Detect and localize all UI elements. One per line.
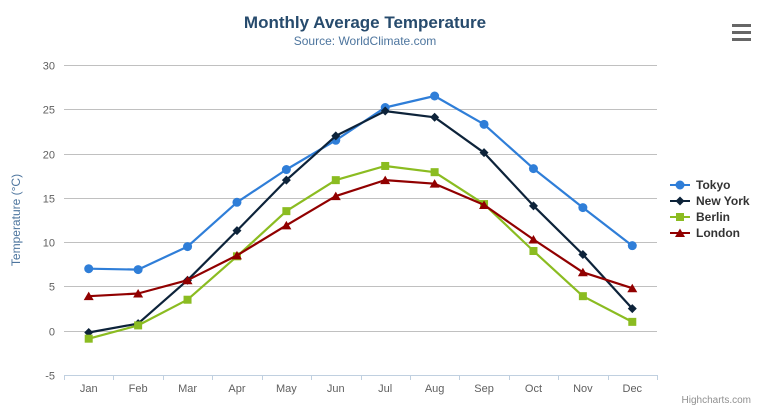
chart-subtitle: Source: WorldClimate.com <box>293 34 437 48</box>
x-axis-tick-label: Jul <box>378 383 392 395</box>
y-axis-tick-label: 20 <box>43 150 55 162</box>
series-line-berlin[interactable] <box>87 164 634 340</box>
chart-title: Monthly Average Temperature <box>243 13 487 32</box>
legend-item-new-york[interactable]: New York <box>669 193 750 209</box>
y-axis-tick-label: 10 <box>43 238 55 250</box>
x-axis-tick-label: Apr <box>228 383 245 395</box>
y-axis-tick-label: -5 <box>45 371 55 383</box>
x-axis-tick-label: Oct <box>525 383 542 395</box>
series-line-london[interactable] <box>87 179 634 298</box>
series-line-tokyo[interactable] <box>87 94 634 271</box>
x-axis-tick-label: Feb <box>129 383 148 395</box>
y-axis-tick-label: 5 <box>49 282 55 294</box>
legend-marker-london <box>670 228 690 237</box>
y-axis-title: Temperature (°C) <box>9 174 23 266</box>
hamburger-bar <box>732 31 751 34</box>
x-axis-tick-label: Sep <box>474 383 494 395</box>
x-axis-tick-label: Mar <box>178 383 197 395</box>
credits-link[interactable]: Highcharts.com <box>681 395 751 406</box>
legend-marker-tokyo <box>670 180 690 190</box>
series-markers-new-york[interactable] <box>84 106 637 337</box>
legend-marker-new-york <box>670 196 690 206</box>
legend-item-london[interactable]: London <box>669 225 750 241</box>
series-markers-tokyo[interactable] <box>84 91 637 275</box>
legend-item-berlin[interactable]: Berlin <box>669 209 750 225</box>
legend-label: London <box>696 226 740 240</box>
legend-item-tokyo[interactable]: Tokyo <box>669 177 750 193</box>
y-axis-tick-label: 15 <box>43 194 55 206</box>
legend: Tokyo New York Berlin London <box>669 177 750 241</box>
x-axis-tick-label: Jan <box>80 383 98 395</box>
x-axis-tick-label: Nov <box>573 383 593 395</box>
legend-marker-berlin <box>670 213 690 221</box>
x-axis-tick-label: May <box>276 383 297 395</box>
legend-label: Berlin <box>696 210 731 224</box>
legend-label: New York <box>696 194 750 208</box>
y-axis-tick-label: 0 <box>49 327 55 339</box>
legend-label: Tokyo <box>696 178 731 192</box>
x-axis-tick-label: Jun <box>327 383 345 395</box>
hamburger-bar <box>732 24 751 27</box>
x-axis-tick-label: Aug <box>425 383 445 395</box>
y-axis-tick-label: 25 <box>43 105 55 117</box>
hamburger-menu-icon[interactable] <box>732 24 751 41</box>
y-axis-tick-label: 30 <box>43 61 55 73</box>
hamburger-bar <box>732 38 751 41</box>
x-axis-tick-label: Dec <box>623 383 643 395</box>
series-line-new-york[interactable] <box>87 110 634 334</box>
series-markers-london[interactable] <box>83 175 638 301</box>
